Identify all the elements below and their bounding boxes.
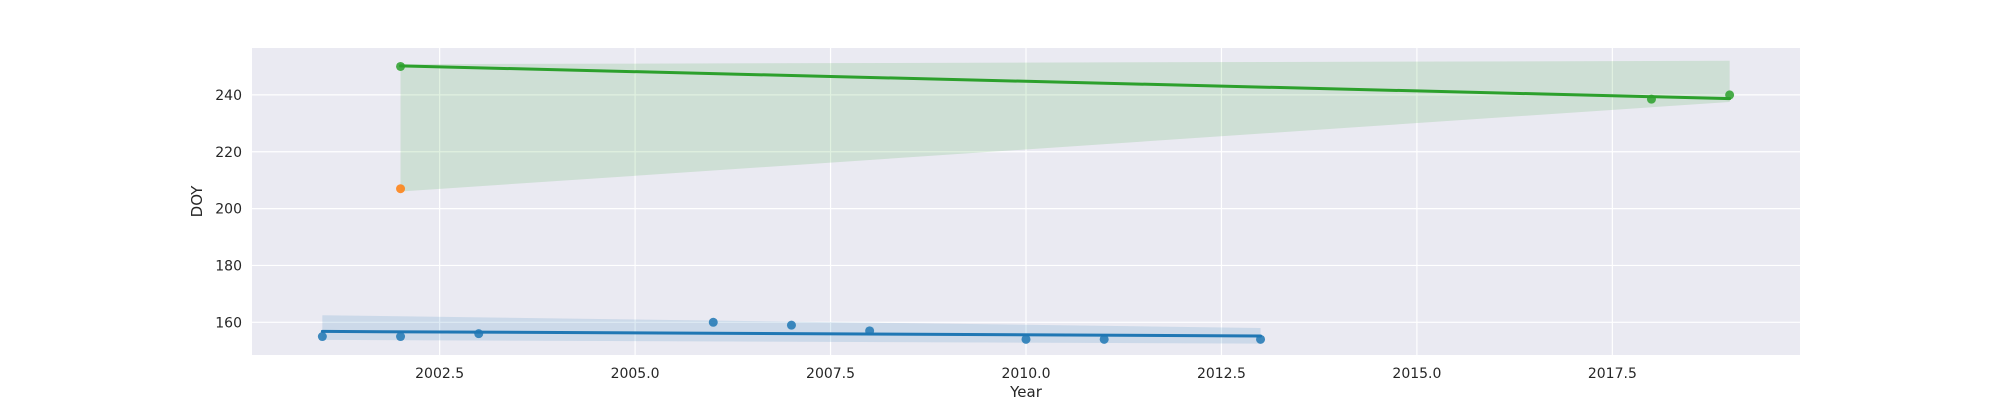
data-point: [865, 326, 875, 336]
data-points: [317, 61, 1735, 344]
x-tick-label: 2005.0: [611, 366, 660, 382]
data-point: [396, 61, 406, 71]
data-point: [1256, 334, 1266, 344]
x-axis-label: Year: [1009, 383, 1043, 400]
data-point: [1646, 94, 1656, 104]
y-tick-label: 160: [215, 315, 242, 331]
data-point: [396, 184, 406, 194]
data-point: [396, 332, 406, 342]
y-axis-label: DOY: [188, 185, 206, 218]
regression-line-2: [399, 64, 1732, 101]
x-tick-label: 2017.5: [1588, 366, 1637, 382]
y-tick-label: 180: [215, 258, 242, 274]
x-tick-label: 2007.5: [806, 366, 855, 382]
data-point: [1021, 334, 1031, 344]
y-tick-label: 240: [215, 88, 242, 104]
data-point: [1099, 334, 1109, 344]
x-tick-label: 2012.5: [1197, 366, 1246, 382]
x-tick-label: 2002.5: [415, 366, 464, 382]
y-tick-label: 220: [215, 145, 242, 161]
data-point: [1725, 90, 1735, 100]
data-point: [708, 317, 718, 327]
x-axis-ticks: 2002.5 2005.0 2007.5 2010.0 2012.5 2015.0 2017…: [415, 366, 1637, 382]
x-tick-label: 2010.0: [1002, 366, 1051, 382]
data-point: [317, 332, 327, 342]
data-point: [474, 329, 484, 339]
y-tick-label: 200: [215, 202, 242, 218]
x-tick-label: 2015.0: [1392, 366, 1441, 382]
confidence-band-2: [400, 60, 1730, 192]
data-point: [786, 320, 796, 330]
y-axis-ticks: 160 180 200 220 240: [215, 88, 242, 331]
